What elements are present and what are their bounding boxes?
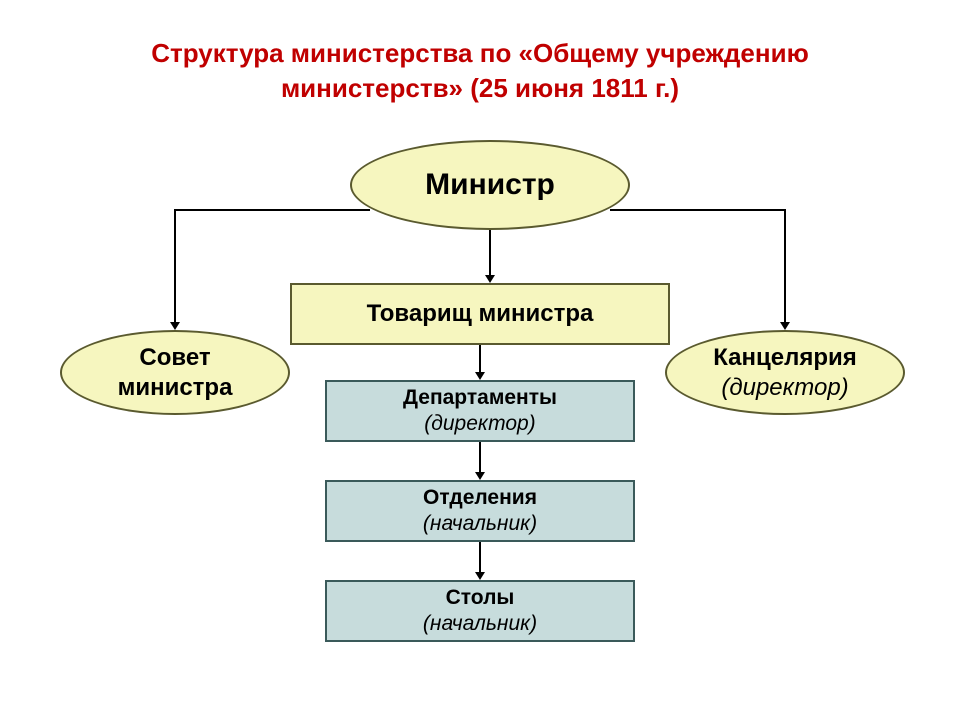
arrowhead-1 [170,322,180,330]
arrowhead-2 [780,322,790,330]
node-otdel-label: Отделения [423,486,537,509]
title-line1: Структура министерства по «Общему учрежд… [151,38,809,68]
node-sovet-sub: министра [118,373,233,403]
diagram-title: Структура министерства по «Общему учрежд… [0,36,960,106]
node-stoly-sub: (начальник) [423,611,537,637]
node-stoly-label: Столы [446,586,515,609]
node-dept-sub: (директор) [403,411,557,437]
node-tovarishch-label: Товарищ министра [367,300,594,327]
node-dept: Департаменты(директор) [325,380,635,442]
node-minister-label: Министр [425,168,555,201]
arrowhead-5 [475,572,485,580]
node-tovarishch: Товарищ министра [290,283,670,345]
arrowhead-0 [485,275,495,283]
arrowhead-4 [475,472,485,480]
node-otdel-sub: (начальник) [423,511,537,537]
node-minister: Министр [350,140,630,230]
node-kantselyariya: Канцелярия(директор) [665,330,905,415]
node-otdel: Отделения(начальник) [325,480,635,542]
node-kantselyariya-label: Канцелярия [713,344,857,371]
node-kantselyariya-sub: (директор) [713,373,857,403]
node-sovet: Советминистра [60,330,290,415]
node-stoly: Столы(начальник) [325,580,635,642]
node-sovet-label: Совет [139,344,210,371]
arrowhead-3 [475,372,485,380]
title-line2: министерств» (25 июня 1811 г.) [281,73,679,103]
node-dept-label: Департаменты [403,386,557,409]
